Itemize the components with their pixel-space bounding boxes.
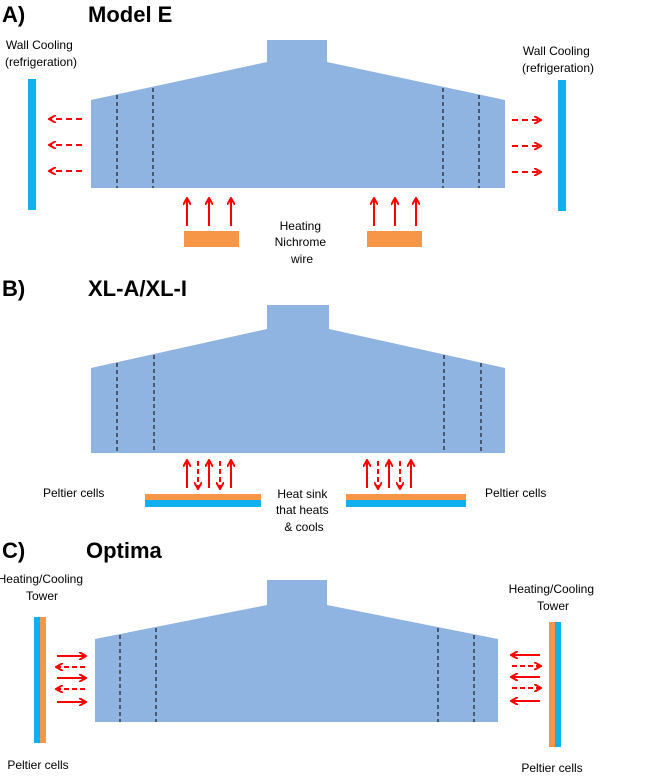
chamber-dividers xyxy=(116,355,482,453)
heating-nichrome-label: Heating Nichrome wire xyxy=(275,219,330,266)
panel-b-letter: B) xyxy=(2,276,25,301)
rotor-chamber xyxy=(91,305,505,453)
left-tower-label: Heating/Cooling Tower xyxy=(0,572,86,603)
left-peltier-label: Peltier cells xyxy=(43,486,104,500)
panel-b: B) XL-A/XL-I Peltier cells Peltier cells xyxy=(2,276,546,534)
right-tower-heating-layer xyxy=(549,622,555,747)
chamber-dividers xyxy=(119,628,475,722)
right-tower-cooling-layer xyxy=(555,622,561,747)
panel-c-letter: C) xyxy=(2,538,25,563)
right-peltier-label: Peltier cells xyxy=(521,761,582,775)
left-heat-sink-heating-layer xyxy=(145,494,261,500)
heat-exchange-arrows xyxy=(187,461,411,488)
rotor-chamber xyxy=(95,580,498,722)
tower-heat-exchange-arrows xyxy=(57,655,540,702)
right-peltier-label: Peltier cells xyxy=(485,486,546,500)
rotor-chamber xyxy=(91,40,505,188)
right-heat-sink-heating-layer xyxy=(346,494,466,500)
left-peltier-label: Peltier cells xyxy=(7,758,68,772)
panel-c: C) Optima Heating/Cooling Tower xyxy=(0,538,598,775)
right-wall-cooling-label: Wall Cooling (refrigeration) xyxy=(522,44,594,75)
cooling-arrows xyxy=(50,119,540,172)
right-heat-sink-cooling-layer xyxy=(346,500,466,507)
panel-a-letter: A) xyxy=(2,2,25,27)
left-tower-cooling-layer xyxy=(34,617,40,743)
left-tower-heating-layer xyxy=(40,617,46,743)
chamber-dividers xyxy=(116,88,480,188)
heat-sink-label: Heat sink that heats & cools xyxy=(276,487,332,534)
panel-a-title: Model E xyxy=(88,2,172,27)
panel-c-title: Optima xyxy=(86,538,163,563)
right-nichrome-heater xyxy=(367,231,422,247)
left-cooling-wall xyxy=(28,79,36,210)
left-wall-cooling-label: Wall Cooling (refrigeration) xyxy=(5,38,77,69)
left-heat-sink-cooling-layer xyxy=(145,500,261,507)
panel-b-title: XL-A/XL-I xyxy=(88,276,187,301)
panel-a: A) Model E Wall Cooling (refrigeration) … xyxy=(2,2,594,266)
right-tower-label: Heating/Cooling Tower xyxy=(509,582,598,613)
right-cooling-wall xyxy=(558,80,566,211)
heating-arrows xyxy=(187,199,416,226)
left-nichrome-heater xyxy=(184,231,239,247)
